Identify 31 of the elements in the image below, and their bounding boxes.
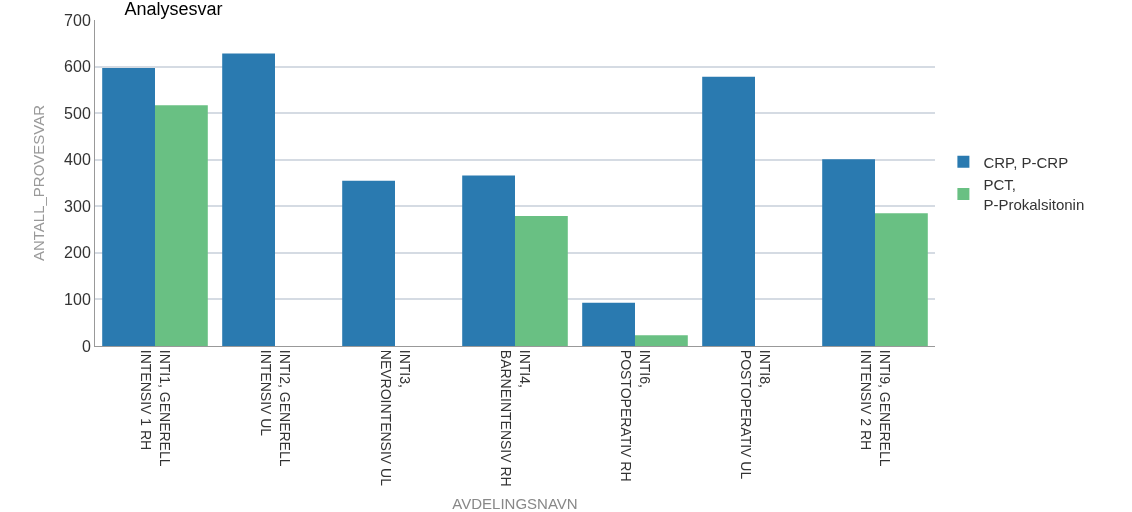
x-tick-label: INTI1, GENERELL INTENSIV 1 RH bbox=[138, 349, 173, 467]
bar bbox=[342, 180, 395, 346]
bar bbox=[515, 216, 568, 346]
y-tick-label: 600 bbox=[64, 58, 91, 76]
bar bbox=[222, 53, 275, 346]
bar bbox=[702, 76, 755, 346]
y-tick-label: 300 bbox=[64, 197, 91, 215]
y-tick-label: 0 bbox=[81, 337, 91, 355]
bar bbox=[582, 302, 635, 346]
legend-label: CRP, P-CRP bbox=[983, 153, 1069, 171]
y-tick-label: 100 bbox=[64, 291, 91, 309]
y-tick-label: 200 bbox=[64, 244, 91, 262]
bar bbox=[635, 335, 688, 346]
bar bbox=[822, 159, 875, 346]
x-tick-label: INTI3, NEVROINTENSIV UL bbox=[378, 349, 413, 487]
bar bbox=[462, 175, 515, 346]
x-tick-label: INTI2, GENERELL INTENSIV UL bbox=[258, 349, 293, 467]
y-tick-label: 400 bbox=[64, 151, 91, 169]
bar bbox=[875, 213, 928, 346]
x-axis-title: AVDELINGSNAVN bbox=[452, 495, 578, 512]
x-tick-label: INTI8, POSTOPERATIV UL bbox=[738, 349, 773, 480]
x-tick-label: INTI4, BARNEINTENSIV RH bbox=[498, 349, 533, 487]
y-axis-title: ANTALL_PROVESVAR bbox=[30, 104, 48, 262]
x-tick-label: INTI6, POSTOPERATIV RH bbox=[618, 349, 653, 482]
bar bbox=[102, 67, 155, 346]
y-tick-label: 500 bbox=[64, 104, 91, 122]
y-tick-label: 700 bbox=[64, 11, 91, 29]
bar bbox=[155, 105, 208, 346]
chart-title: Analysesvar bbox=[124, 0, 223, 20]
legend-label: PCT, P-Prokalsitonin bbox=[983, 176, 1085, 213]
x-tick-label: INTI9, GENERELL INTENSIV 2 RH bbox=[858, 349, 893, 467]
